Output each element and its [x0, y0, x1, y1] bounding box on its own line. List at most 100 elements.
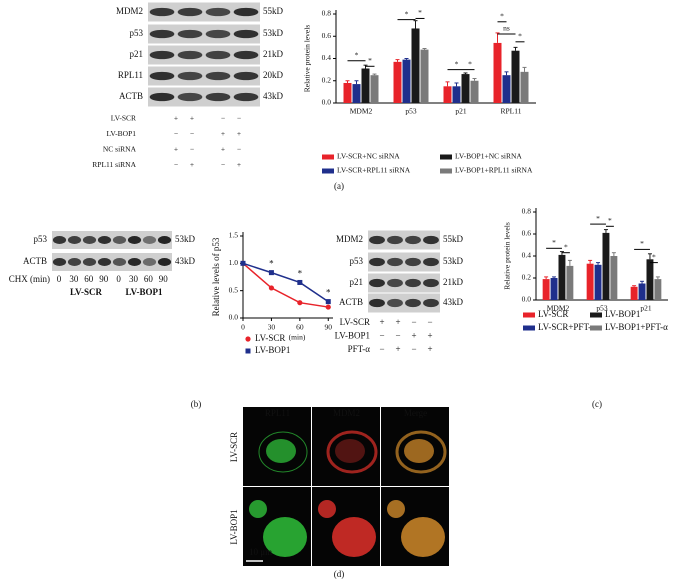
sig-label: * — [405, 9, 409, 18]
blot-band — [149, 92, 175, 102]
blot-size: 21kD — [443, 277, 464, 287]
treatment-sign: − — [379, 331, 384, 341]
group-label: LV-SCR — [70, 287, 103, 297]
bar — [610, 256, 618, 300]
treatment-sign: + — [174, 145, 178, 154]
x-tick-label: 0 — [241, 323, 245, 332]
blot-band — [205, 50, 231, 60]
treatment-sign: + — [237, 160, 241, 169]
bar — [550, 278, 558, 300]
nucleus — [404, 439, 434, 463]
blot-band — [149, 50, 175, 60]
blot-band — [233, 92, 259, 102]
blot-band — [405, 257, 421, 267]
legend-marker — [245, 348, 251, 354]
bar — [602, 232, 610, 300]
blot-band — [205, 7, 231, 17]
sig-label: * — [418, 8, 422, 17]
treatment-sign: + — [395, 317, 400, 327]
bar — [470, 80, 479, 103]
point — [297, 300, 303, 306]
blot-band — [369, 257, 385, 267]
bar — [566, 265, 574, 300]
bar — [420, 49, 429, 103]
treatment-sign: − — [174, 160, 178, 169]
bar — [361, 68, 370, 103]
y-tick-label: 1.5 — [229, 231, 239, 240]
treatment-sign: + — [221, 129, 225, 138]
treatment-sign: + — [190, 160, 194, 169]
blot-band — [149, 29, 175, 39]
blot-band — [205, 29, 231, 39]
legend-swatch — [590, 312, 602, 318]
sig-label: * — [455, 59, 459, 68]
legend-label: LV-BOP1 — [255, 345, 290, 355]
blot-band — [423, 257, 439, 267]
sig-label: * — [552, 238, 556, 247]
blot-band — [205, 71, 231, 81]
sig-label: * — [269, 259, 274, 269]
blot-size: 53kD — [443, 256, 464, 266]
blot-band — [233, 71, 259, 81]
time-point: 60 — [144, 274, 154, 284]
blot-band — [52, 236, 67, 244]
treatment-label: PFT-α — [348, 344, 371, 354]
y-axis-label: Relative protein levels — [503, 222, 512, 290]
blot-band — [369, 235, 385, 245]
blot-label: ACTB — [23, 256, 47, 266]
sig-label: * — [640, 239, 644, 248]
time-point: 30 — [129, 274, 139, 284]
blot-band — [405, 235, 421, 245]
time-point: 90 — [99, 274, 109, 284]
panel-label: (b) — [191, 399, 202, 409]
time-point: 0 — [57, 274, 62, 284]
blot-band — [82, 236, 97, 244]
legend-label: LV-SCR+RPL11 siRNA — [337, 166, 411, 175]
point — [240, 260, 246, 266]
blot-band — [369, 298, 385, 308]
bar — [542, 279, 550, 300]
blot-band — [149, 7, 175, 17]
blot-strip — [52, 253, 172, 271]
column-label: MDM2 — [333, 408, 360, 418]
sig-label: * — [355, 50, 359, 59]
y-tick-label: 0.2 — [522, 273, 532, 282]
blot-band — [112, 236, 127, 244]
treatment-sign: − — [237, 145, 241, 154]
x-tick-label: MDM2 — [350, 107, 373, 116]
blot-label: ACTB — [119, 91, 143, 101]
time-point: 0 — [116, 274, 121, 284]
treatment-label: LV-BOP1 — [107, 129, 137, 138]
blot-strip — [368, 252, 440, 272]
treatment-label: LV-BOP1 — [335, 331, 370, 341]
y-tick-label: 0.0 — [322, 98, 332, 107]
blot-band — [177, 50, 203, 60]
blot-band — [387, 235, 403, 245]
cell — [326, 430, 378, 474]
treatment-sign: − — [221, 114, 225, 123]
blot-label: MDM2 — [336, 234, 363, 244]
x-tick-label: 30 — [268, 323, 276, 332]
legend-swatch — [590, 325, 602, 331]
treatment-sign: − — [237, 114, 241, 123]
legend-swatch — [322, 168, 334, 174]
treatment-sign: + — [190, 114, 194, 123]
time-label: CHX (min) — [9, 274, 50, 284]
treatment-sign: − — [411, 317, 416, 327]
blot-band — [423, 235, 439, 245]
y-tick-label: 1.0 — [229, 258, 239, 267]
sig-label: * — [368, 56, 372, 65]
blot-band — [233, 29, 259, 39]
y-axis-label: Relative protein levels — [303, 25, 312, 93]
blot-label: p53 — [34, 234, 48, 244]
blot-band — [157, 236, 172, 244]
legend-label: LV-SCR+NC siRNA — [337, 152, 400, 161]
nucleus — [387, 500, 405, 518]
x-tick-label: 90 — [325, 323, 333, 332]
blot-size: 43kD — [175, 256, 196, 266]
line — [242, 262, 329, 303]
blot-band — [423, 298, 439, 308]
sig-label: * — [298, 269, 303, 279]
sig-label: * — [596, 214, 600, 223]
sig-label: * — [468, 59, 472, 68]
